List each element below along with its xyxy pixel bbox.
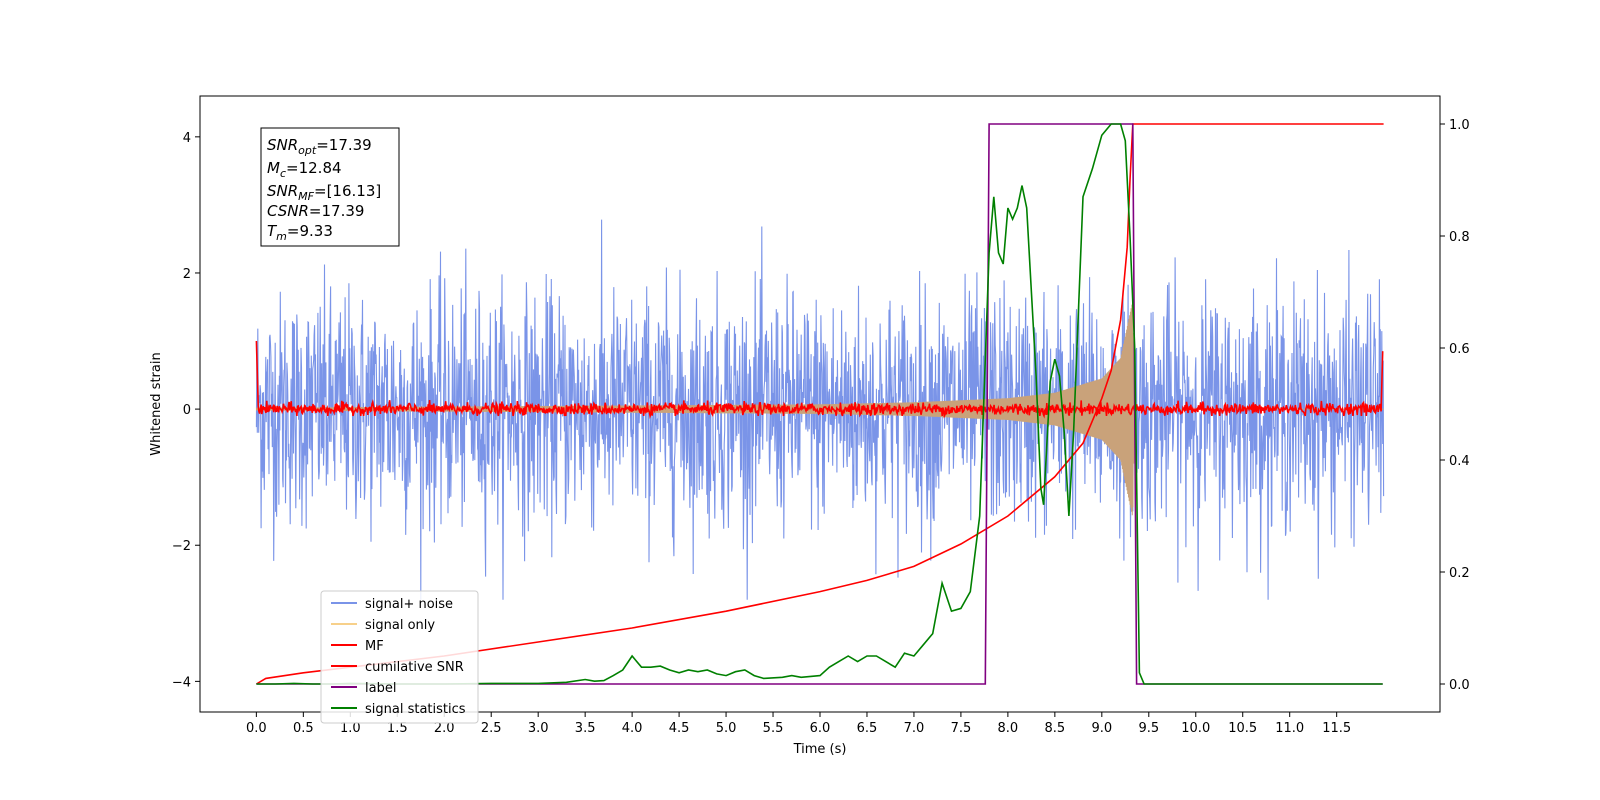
x-tick-label: 2.0 [434,721,455,736]
x-tick-label: 0.5 [293,721,314,736]
legend-frame [320,590,479,724]
x-tick-label: 4.0 [622,721,643,736]
x-tick-label: 7.0 [904,721,925,736]
legend-label-signal-only: signal only [365,618,435,633]
y-tick-label: 4 [183,131,191,146]
x-tick-label: 9.0 [1091,721,1112,736]
legend-label-signal-noise: signal+ noise [365,597,453,612]
x-tick-label: 2.5 [481,721,502,736]
x-axis-label: Time (s) [793,742,847,757]
x-tick-label: 5.0 [716,721,737,736]
y2-tick-label: 0.4 [1449,454,1470,469]
x-tick-label: 3.5 [575,721,596,736]
y2-tick-label: 0.2 [1449,566,1470,581]
x-tick-label: 10.5 [1228,721,1257,736]
y-tick-label: 2 [183,267,191,282]
legend-label-cumulative-snr: cumilative SNR [365,660,464,675]
y2-tick-label: 0.6 [1449,342,1470,357]
series-mf-line [255,340,1384,420]
y2-tick-label: 1.0 [1449,118,1470,133]
x-tick-label: 8.0 [998,721,1019,736]
x-tick-label: 6.0 [810,721,831,736]
info-tm: Tm=9.33 [267,222,333,243]
y2-tick-label: 0.8 [1449,230,1470,245]
x-tick-label: 10.0 [1181,721,1210,736]
legend-label-label: label [365,681,396,696]
x-tick-label: 9.5 [1138,721,1159,736]
info-snr-opt: SNRopt=17.39 [267,136,372,157]
x-tick-label: 6.5 [857,721,878,736]
x-tick-label: 7.5 [951,721,972,736]
x-tick-label: 0.0 [246,721,267,736]
y2-tick-label: 0.0 [1449,678,1470,693]
x-tick-label: 1.5 [387,721,408,736]
y-tick-label: 0 [183,403,191,418]
y-tick-label: −4 [172,675,191,690]
x-tick-label: 1.0 [340,721,361,736]
legend-label-mf: MF [365,639,384,654]
info-mc: Mc=12.84 [267,159,342,180]
x-tick-label: 11.0 [1275,721,1304,736]
x-tick-label: 3.0 [528,721,549,736]
y-tick-label: −2 [172,539,191,554]
tick-group: 0.0 0.5 1.0 1.5 2.0 2.5 3.0 3.5 4.0 4.5 5.0 5.5 6.0 6… [172,118,1470,736]
info-snr-mf: SNRMF=[16.13] [267,182,381,203]
legend: signal+ noise signal only MF cumilative … [320,590,479,724]
legend-label-signal-statistics: signal statistics [365,702,466,717]
x-tick-label: 4.5 [669,721,690,736]
y-axis-label: Whitened strain [149,352,164,455]
x-tick-label: 11.5 [1322,721,1351,736]
series-signal-statistics-line [256,123,1383,685]
x-tick-label: 8.5 [1045,721,1066,736]
info-box: SNRopt=17.39 Mc=12.84 SNRMF=[16.13] CSNR… [260,127,400,247]
info-csnr: CSNR=17.39 [267,202,364,220]
x-tick-label: 5.5 [763,721,784,736]
info-box-frame [260,127,400,247]
